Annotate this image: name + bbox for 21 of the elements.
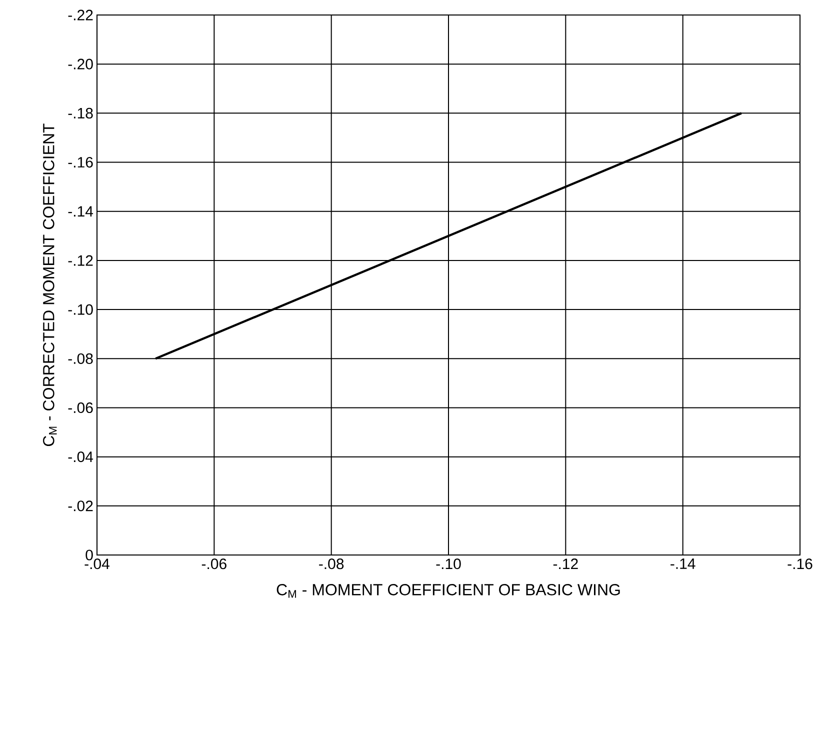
x-tick-label: -.08: [319, 558, 344, 570]
y-tick-label: -.04: [68, 452, 94, 462]
y-tick-label: -.16: [68, 156, 93, 168]
x-tick-label: -.16: [788, 558, 812, 570]
y-tick-label: -.14: [68, 206, 94, 217]
y-tick-label: 0: [86, 550, 93, 560]
x-tick-label: -.04: [84, 558, 110, 570]
y-tick-label: -.18: [68, 108, 93, 118]
y-tick-label: -.22: [68, 10, 93, 20]
y-tick-label: -.06: [68, 402, 93, 414]
x-tick-label: -.14: [670, 558, 696, 569]
y-tick-label: -.20: [68, 58, 93, 70]
y-tick-label: -.02: [68, 500, 93, 512]
y-tick-label: -.08: [68, 353, 93, 364]
y-tick-label: -.12: [68, 255, 93, 266]
x-tick-label: -.10: [436, 558, 461, 570]
y-axis-title: C$_{M}$ - CORRECTED MOMENT COEFFICIENT: [42, 124, 57, 446]
x-axis-title: C$_{M}$ - MOMENT COEFFICIENT OF BASIC WING: [276, 584, 620, 598]
x-tick-label: -.06: [202, 558, 226, 570]
x-tick-label: -.12: [553, 558, 578, 570]
y-tick-label: -.10: [68, 304, 93, 315]
